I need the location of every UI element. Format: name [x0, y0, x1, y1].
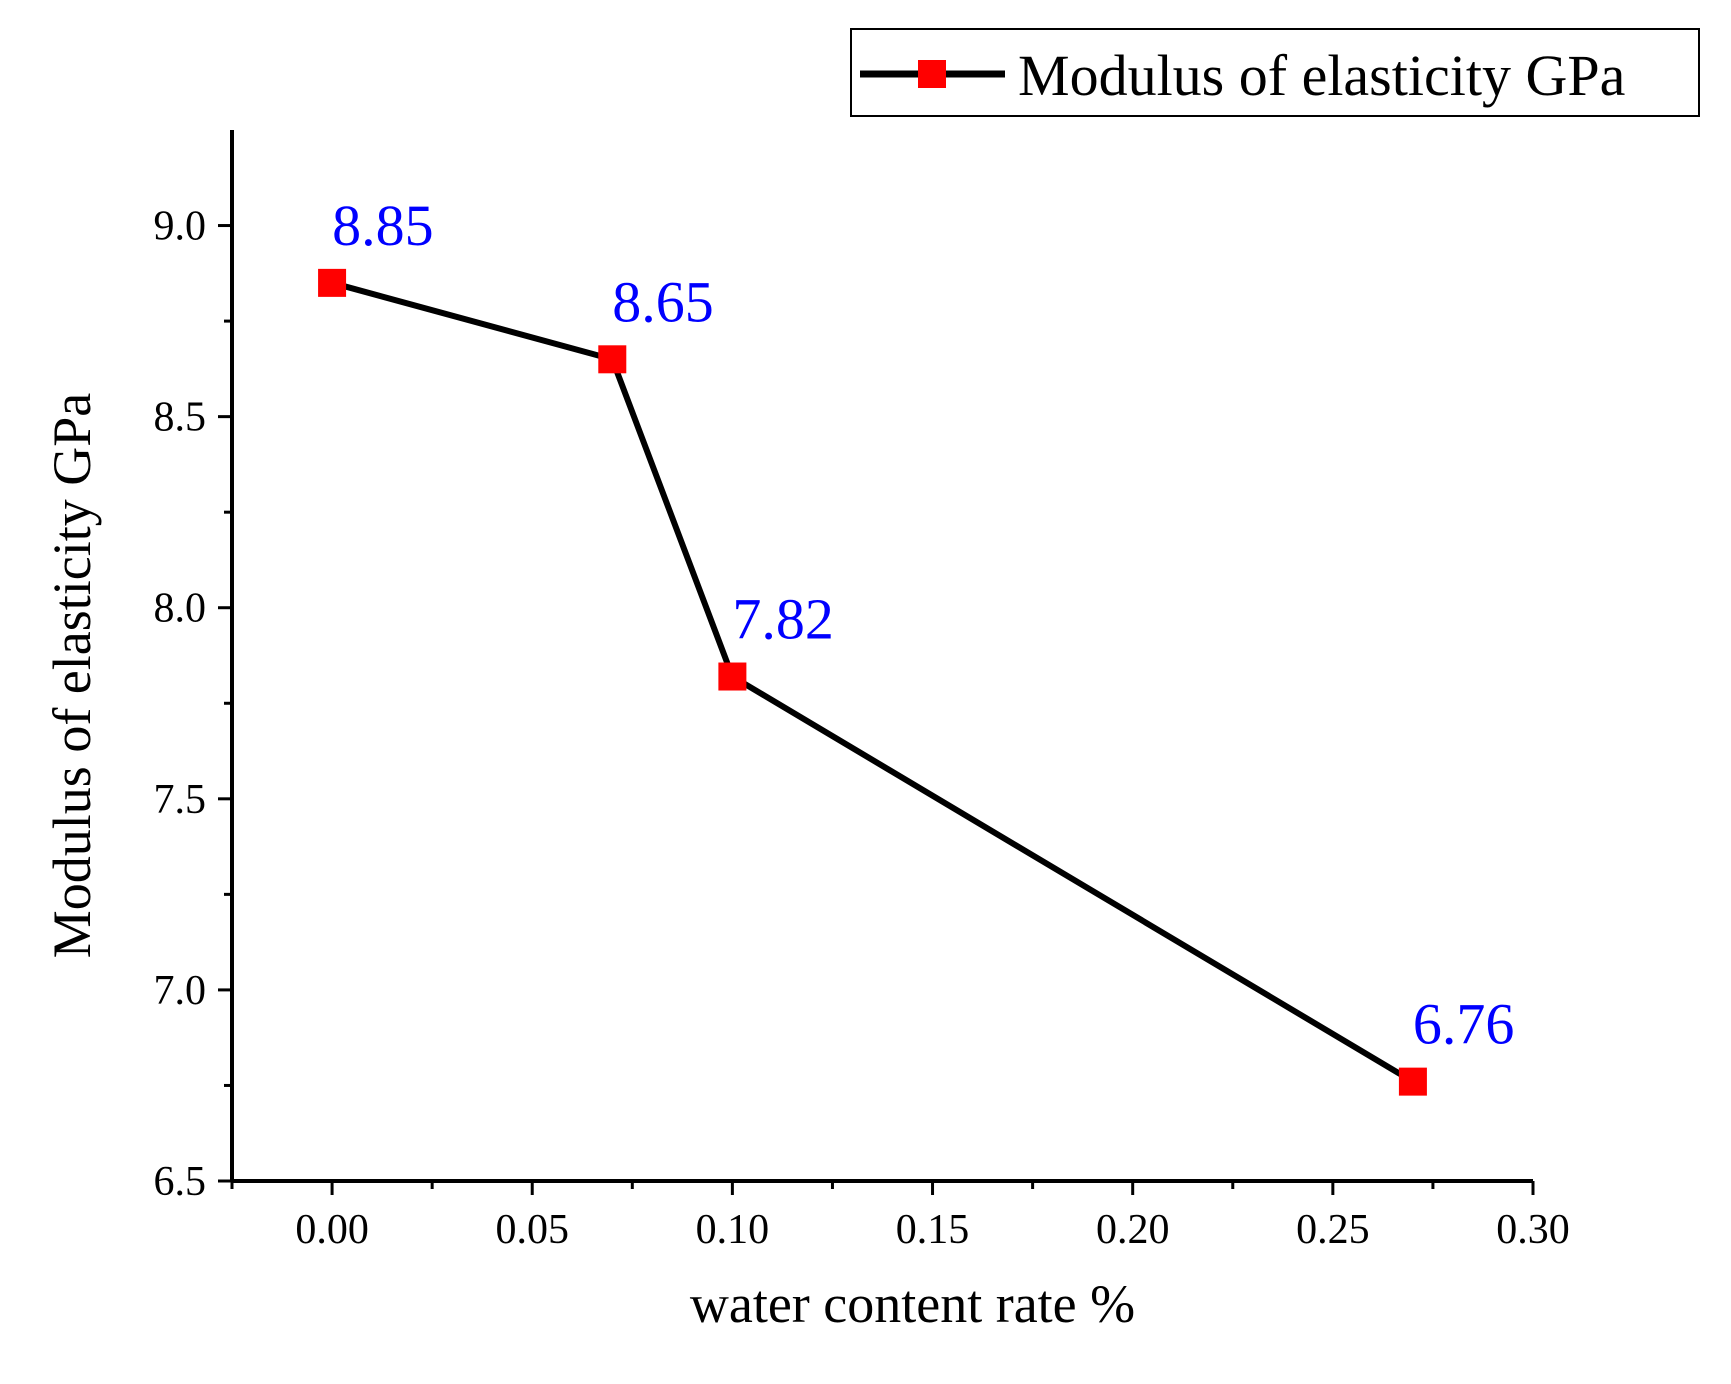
x-tick-label: 0.20	[1096, 1207, 1170, 1253]
legend: Modulus of elasticity GPa	[850, 28, 1700, 117]
data-point-marker	[318, 268, 347, 297]
legend-marker-swatch	[918, 60, 946, 88]
data-label: 7.82	[732, 587, 834, 652]
x-tick-label: 0.10	[696, 1207, 770, 1253]
series-line-segment	[741, 680, 1404, 1078]
y-tick-label: 7.0	[154, 968, 207, 1014]
y-tick-label: 6.5	[154, 1159, 207, 1205]
x-tick-label: 0.00	[295, 1207, 369, 1253]
series-line-segment	[614, 369, 731, 667]
data-label: 8.85	[332, 193, 434, 258]
x-axis-title: water content rate %	[690, 1274, 1135, 1334]
y-axis-title: Modulus of elasticity GPa	[42, 393, 102, 958]
data-point-marker	[1398, 1067, 1427, 1096]
y-tick-label: 9.0	[154, 204, 207, 250]
data-point-marker	[598, 345, 627, 374]
axes	[230, 130, 1533, 1183]
series	[318, 268, 1427, 1096]
x-tick-label: 0.25	[1296, 1207, 1370, 1253]
ticks: 6.5 7.0 7.5 8.0 8.5 9.0 0.00 0.05 0.10 0.15 0.20 0.…	[154, 204, 1570, 1253]
legend-label: Modulus of elasticity GPa	[1018, 43, 1625, 108]
data-label: 8.65	[612, 269, 714, 334]
y-tick-label: 8.5	[154, 395, 207, 441]
data-point-marker	[718, 662, 747, 691]
x-tick-label: 0.15	[896, 1207, 970, 1253]
data-label: 6.76	[1413, 992, 1515, 1057]
y-tick-label: 8.0	[154, 586, 207, 632]
y-tick-label: 7.5	[154, 777, 207, 823]
x-tick-label: 0.05	[495, 1207, 569, 1253]
series-line-segment	[342, 283, 602, 359]
x-tick-label: 0.30	[1496, 1207, 1570, 1253]
data-labels: 8.85 8.65 7.82 6.76	[332, 193, 1514, 1057]
